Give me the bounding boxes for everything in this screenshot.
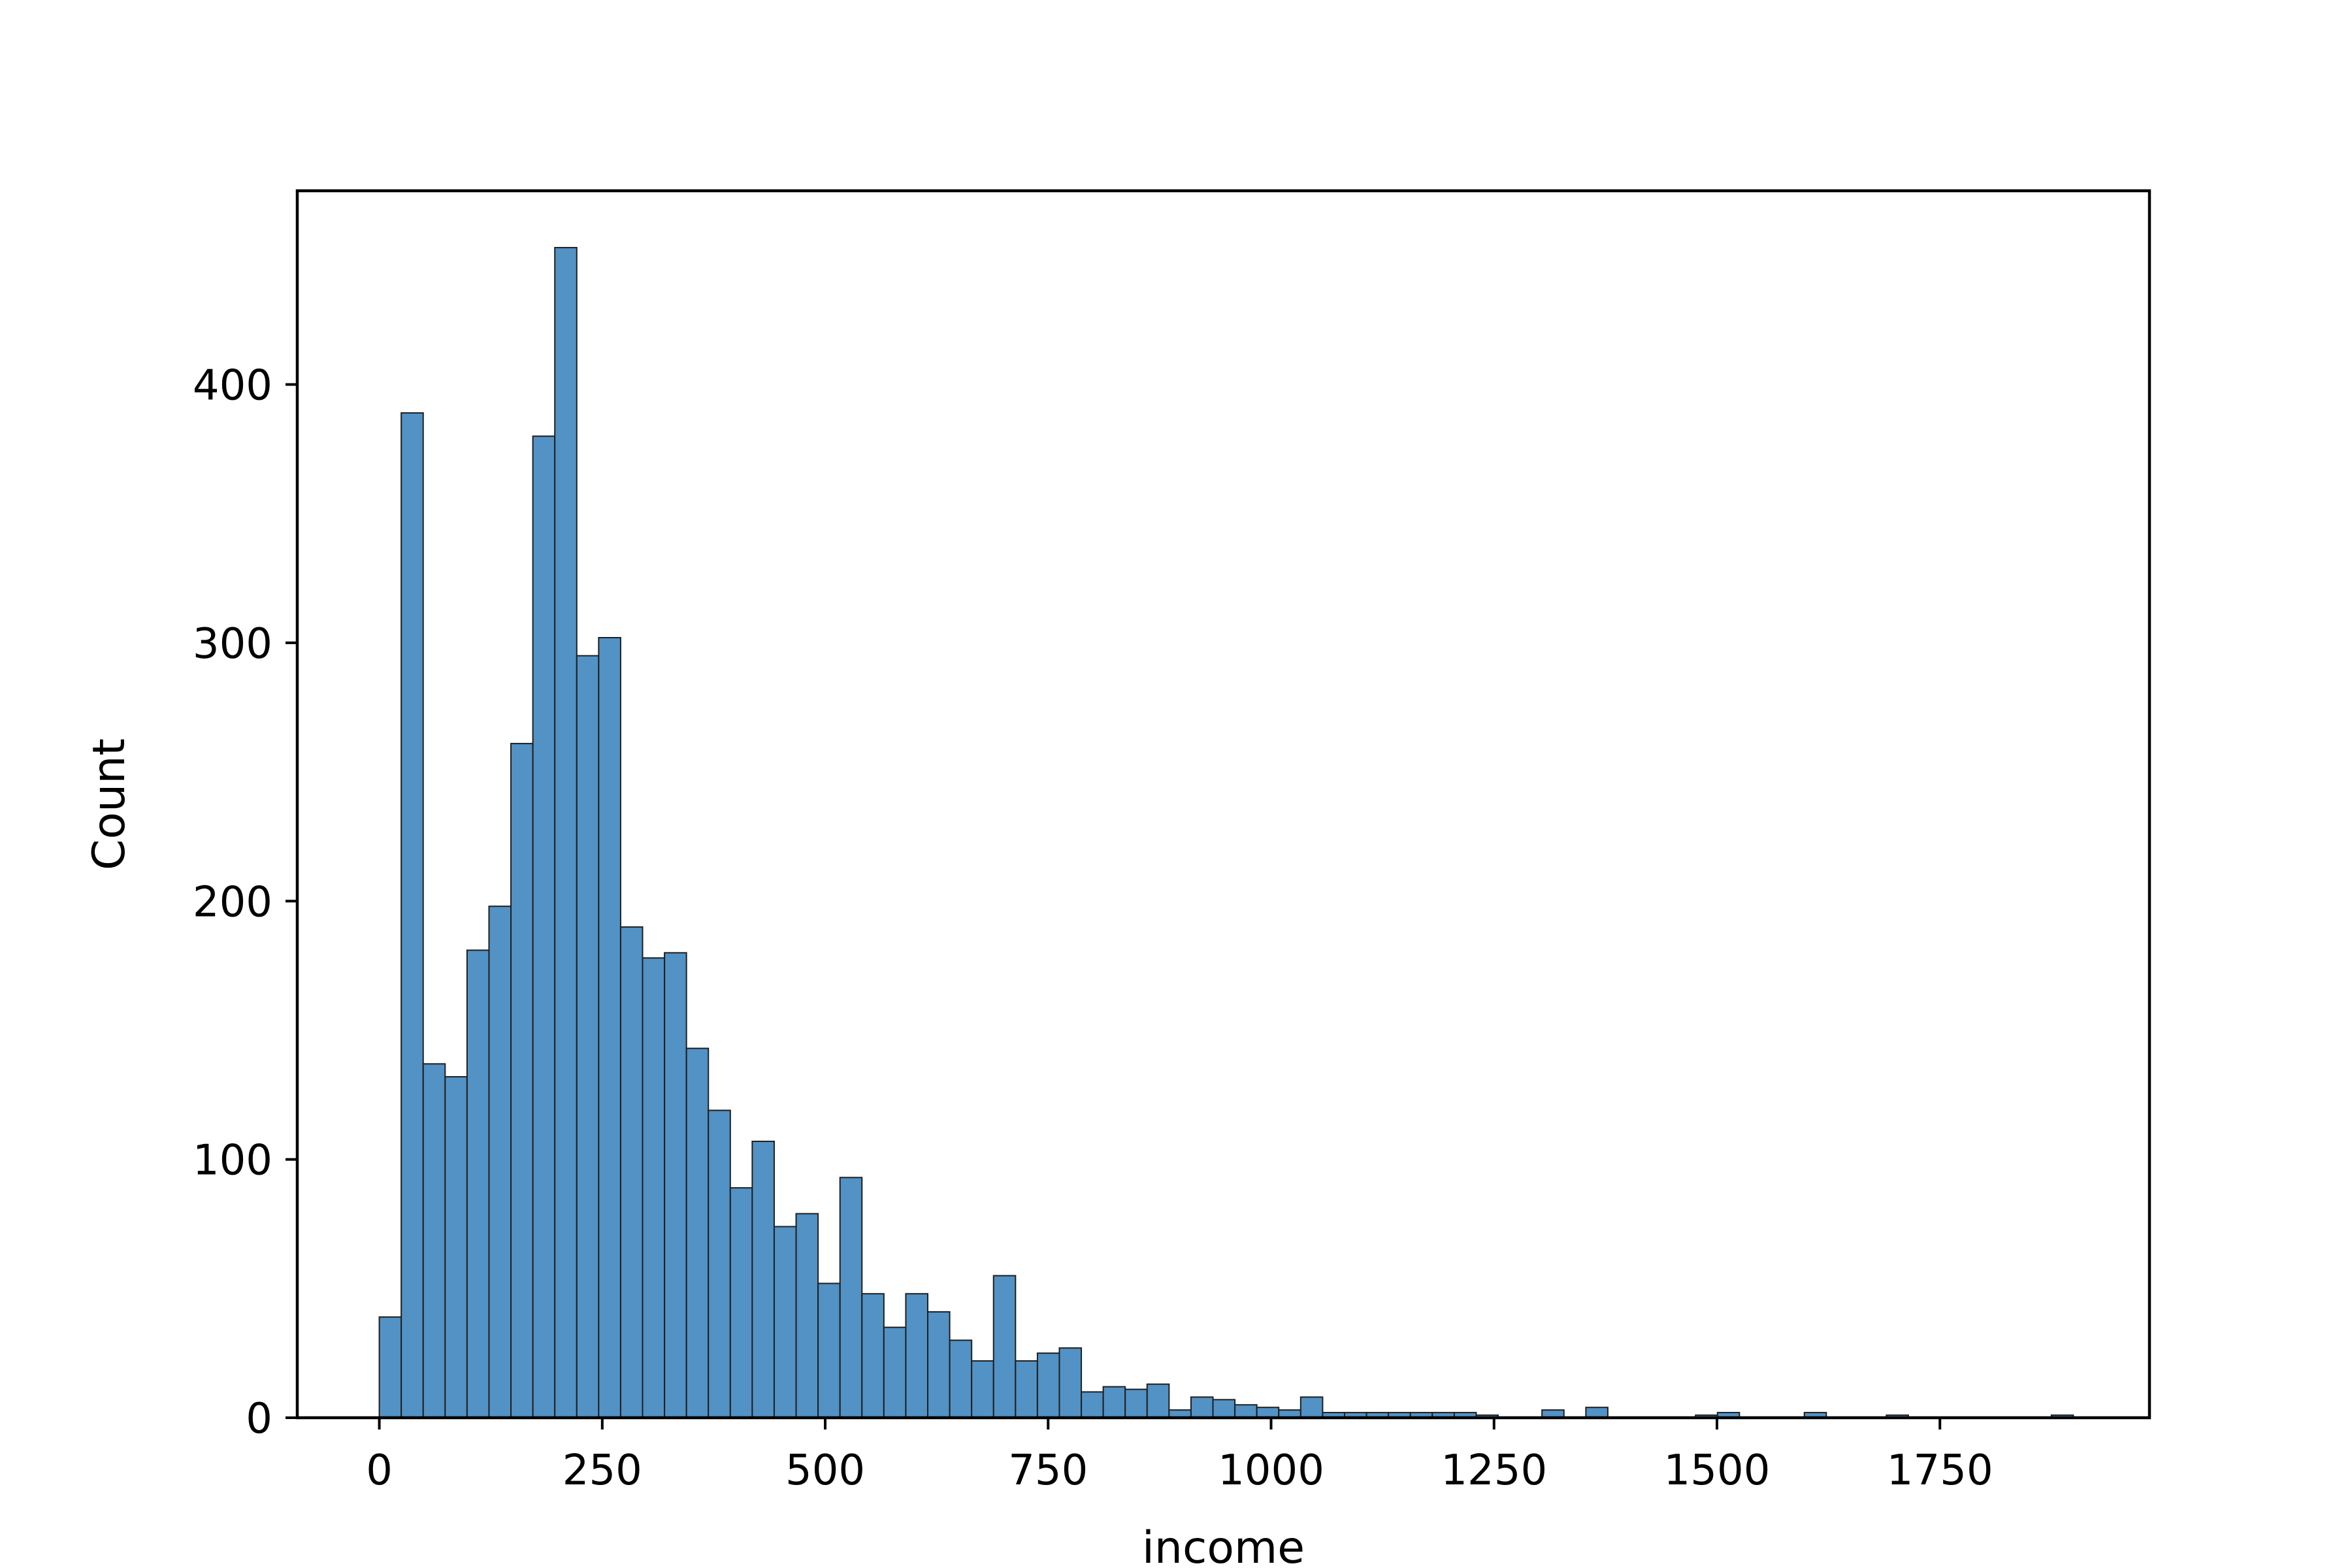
y-tick-label: 300 xyxy=(193,620,272,668)
histogram-bar xyxy=(905,1293,929,1418)
histogram-bar xyxy=(927,1311,951,1419)
x-axis-ticks: 0 250 500 750 1000 1250 1500 1750 xyxy=(366,1418,1993,1495)
histogram-bar xyxy=(773,1226,797,1419)
x-tick-label: 1500 xyxy=(1664,1446,1771,1495)
histogram-bar xyxy=(488,906,512,1419)
histogram-bar xyxy=(971,1360,994,1419)
histogram-bar xyxy=(685,1047,710,1418)
histogram-bar xyxy=(554,246,578,1419)
x-axis-label: income xyxy=(1142,1522,1305,1568)
histogram-bar xyxy=(378,1316,402,1419)
histogram-bar xyxy=(1585,1407,1609,1418)
histogram-bar xyxy=(949,1339,973,1418)
histogram-bar xyxy=(576,655,600,1418)
histogram-bar xyxy=(1234,1404,1258,1418)
y-tick-label: 100 xyxy=(193,1137,272,1185)
histogram-bar xyxy=(883,1326,907,1418)
histogram-bar xyxy=(1015,1360,1038,1419)
histogram-bar xyxy=(751,1140,775,1418)
histogram-bar xyxy=(861,1293,885,1418)
histogram-bar xyxy=(1299,1396,1324,1419)
histogram-bar xyxy=(642,957,666,1418)
y-tick-label: 400 xyxy=(193,362,272,410)
histogram-bar xyxy=(400,412,424,1418)
x-tick-label: 1250 xyxy=(1441,1446,1547,1495)
histogram-bar xyxy=(1058,1347,1083,1418)
histogram-bar xyxy=(1036,1352,1060,1418)
histogram-bar xyxy=(729,1187,753,1418)
histogram-bar xyxy=(1081,1391,1104,1418)
histogram-bar xyxy=(619,926,644,1419)
histogram-bar xyxy=(1256,1407,1280,1418)
plot-frame xyxy=(295,189,2151,1420)
histogram-bar xyxy=(466,949,490,1418)
histogram-bar xyxy=(839,1177,863,1419)
y-tick-label: 200 xyxy=(193,878,272,926)
histogram-bar xyxy=(1102,1386,1126,1419)
x-tick-label: 250 xyxy=(563,1446,642,1495)
histogram-bar xyxy=(1212,1399,1236,1419)
x-tick-label: 0 xyxy=(366,1446,393,1495)
y-axis-label: Count xyxy=(84,738,135,870)
histogram-bar xyxy=(422,1063,446,1418)
histogram-bar xyxy=(1146,1383,1170,1419)
y-axis-ticks: 0 100 200 300 400 xyxy=(193,362,297,1443)
bars-layer xyxy=(378,246,2074,1419)
histogram-bar xyxy=(532,435,556,1418)
x-tick-label: 1000 xyxy=(1218,1446,1324,1495)
histogram-bar xyxy=(510,743,534,1418)
histogram-bar xyxy=(817,1282,841,1419)
histogram-bar xyxy=(795,1213,819,1419)
histogram-bar xyxy=(1190,1396,1214,1419)
y-tick-label: 0 xyxy=(246,1395,272,1443)
x-tick-label: 1750 xyxy=(1887,1446,1993,1495)
histogram-bar xyxy=(992,1275,1017,1419)
histogram-bar xyxy=(708,1109,731,1418)
x-tick-label: 750 xyxy=(1008,1446,1088,1495)
histogram-bar xyxy=(1124,1388,1148,1419)
histogram-bar xyxy=(598,636,621,1418)
x-tick-label: 500 xyxy=(785,1446,865,1495)
histogram-bar xyxy=(444,1076,468,1418)
histogram-bar xyxy=(664,952,687,1418)
